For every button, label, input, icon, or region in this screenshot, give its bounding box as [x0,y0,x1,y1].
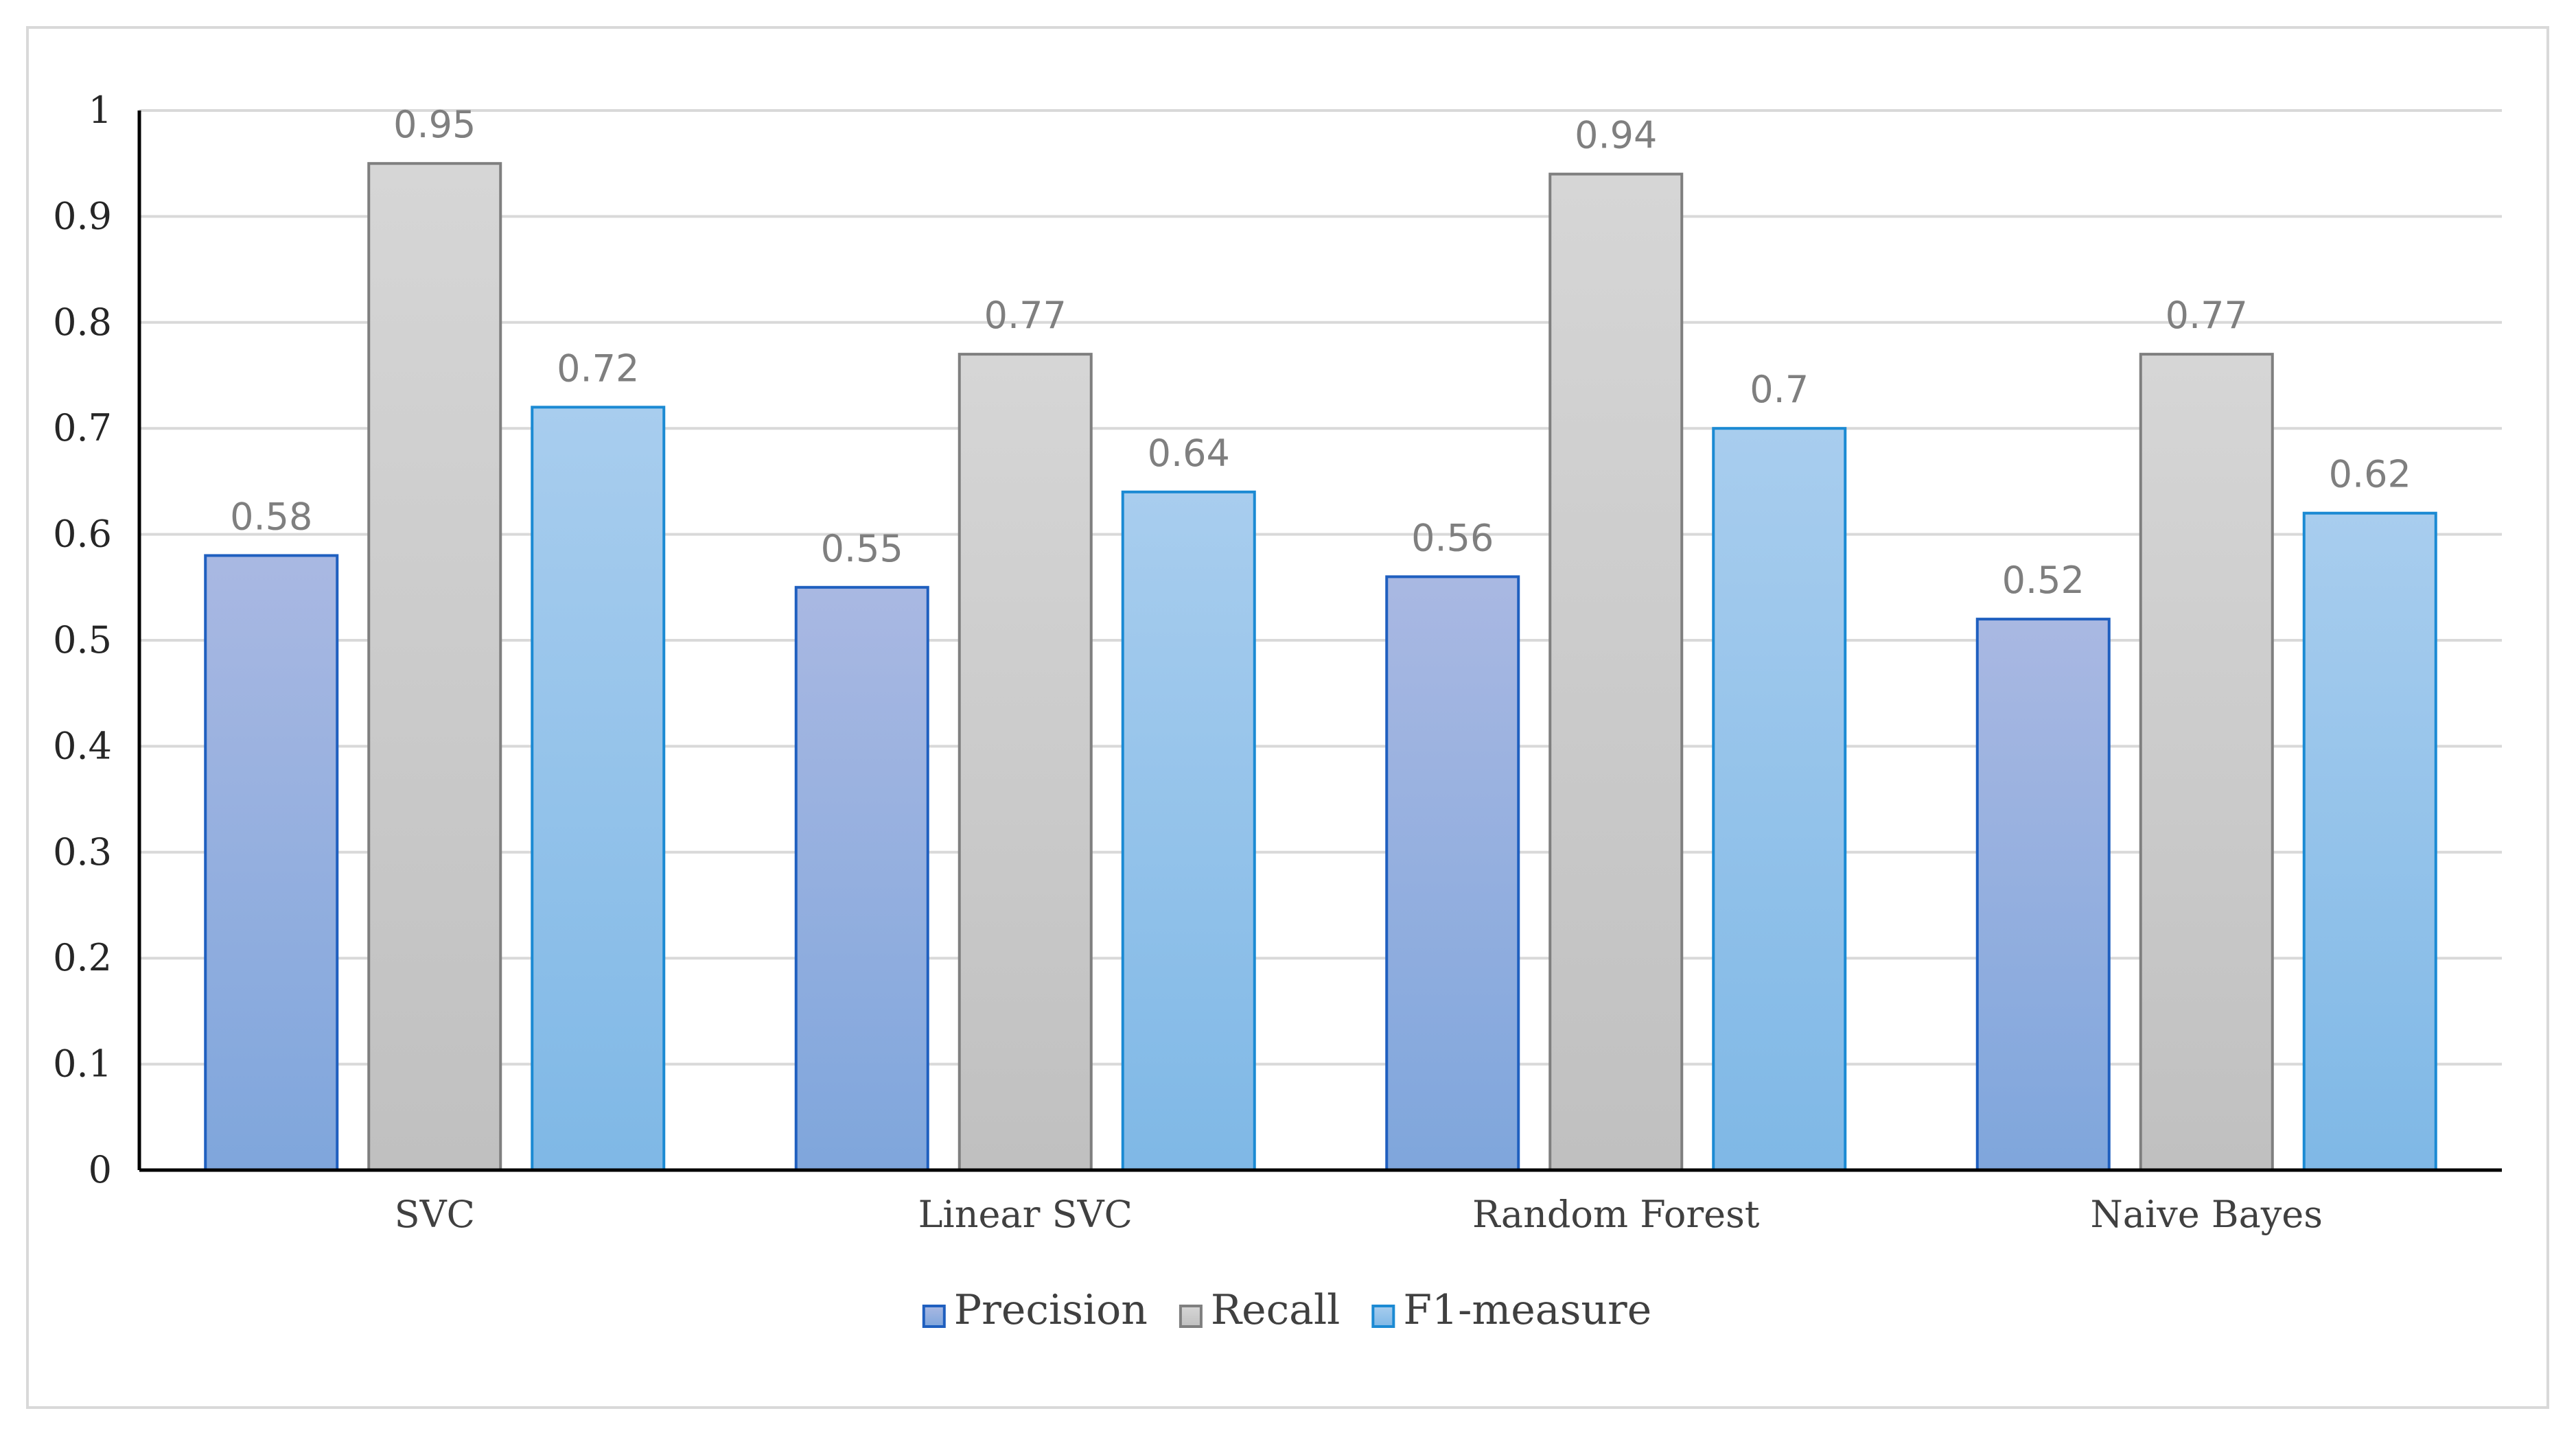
bar-random-forest-f1-measure [1712,427,1847,1172]
bar-naive-bayes-recall [2139,353,2274,1171]
data-label-svc-recall: 0.95 [393,103,476,146]
y-tick-label: 0.5 [53,618,112,662]
data-label-random-forest-precision: 0.56 [1411,516,1494,559]
legend-label-precision: Precision [954,1286,1148,1334]
bar-svc-precision [204,554,339,1171]
data-label-linear-svc-f1-measure: 0.64 [1148,432,1230,475]
bar-linear-svc-precision [794,585,929,1171]
x-tick-label-svc: SVC [395,1193,475,1236]
y-tick-label: 0.8 [53,301,112,344]
data-label-svc-f1-measure: 0.72 [557,347,639,390]
y-tick-label: 0.4 [53,724,112,767]
bar-linear-svc-f1-measure [1121,490,1256,1171]
bar-random-forest-recall [1548,172,1684,1171]
legend-swatch-f1-measure [1371,1305,1395,1328]
bar-random-forest-precision [1385,575,1520,1171]
bar-chart: 0 0.1 0.2 0.3 0.4 0.5 0.6 0.7 0.8 0.9 1 0.58 0.95 0.7… [53,89,2502,1334]
data-label-random-forest-recall: 0.94 [1575,114,1657,157]
labels: 0 0.1 0.2 0.3 0.4 0.5 0.6 0.7 0.8 0.9 1 0.58 0.95 0.7… [53,89,2411,1236]
legend-label-f1-measure: F1-measure [1403,1286,1651,1334]
data-label-naive-bayes-precision: 0.52 [2002,559,2085,602]
y-tick-label: 0.1 [53,1042,112,1086]
bar-naive-bayes-f1-measure [2302,511,2437,1171]
y-tick-label: 0.9 [53,194,112,237]
bar-linear-svc-recall [958,353,1093,1171]
legend: Precision Recall F1-measure [922,1286,1651,1334]
legend-label-recall: Recall [1211,1286,1340,1334]
bar-naive-bayes-precision [1975,618,2111,1171]
y-tick-label: 0.7 [53,406,112,450]
x-tick-label-naive-bayes: Naive Bayes [2091,1193,2323,1236]
chart-frame: 0 0.1 0.2 0.3 0.4 0.5 0.6 0.7 0.8 0.9 1 0.58 0.95 0.7… [26,26,2549,1409]
bar-svc-recall [367,162,502,1172]
data-label-naive-bayes-f1-measure: 0.62 [2329,453,2411,496]
axes [137,110,2502,1172]
x-tick-label-random-forest: Random Forest [1472,1193,1760,1236]
data-label-svc-precision: 0.58 [230,495,312,538]
y-tick-label: 1 [89,89,112,132]
legend-swatch-precision [922,1305,946,1328]
data-label-linear-svc-recall: 0.77 [984,294,1067,337]
y-tick-label: 0.3 [53,830,112,874]
data-label-linear-svc-precision: 0.55 [821,527,903,570]
y-tick-label: 0 [89,1148,112,1191]
bar-svc-f1-measure [531,406,666,1172]
y-tick-label: 0.2 [53,936,112,979]
legend-swatch-recall [1179,1305,1203,1328]
bars [204,162,2437,1172]
x-tick-label-linear-svc: Linear SVC [918,1193,1133,1236]
y-tick-label: 0.6 [53,513,112,556]
data-label-naive-bayes-recall: 0.77 [2166,294,2248,337]
data-label-random-forest-f1-measure: 0.7 [1750,368,1809,411]
